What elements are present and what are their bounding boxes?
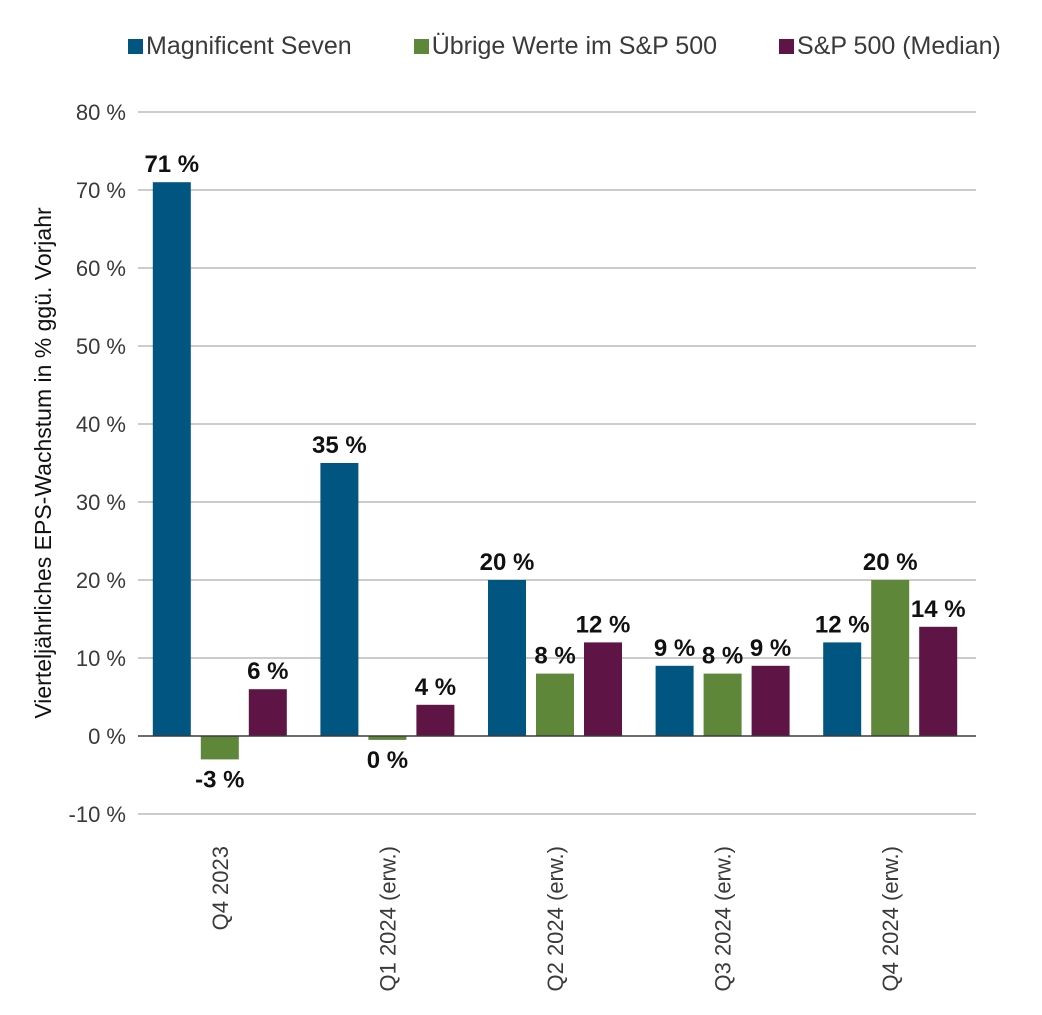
- bar: [536, 673, 574, 736]
- bar: [416, 704, 455, 736]
- data-label: 12 %: [576, 611, 631, 638]
- bar: [488, 580, 526, 736]
- data-label: 8 %: [702, 643, 743, 670]
- category-label: Q4 2024 (erw.): [878, 846, 903, 992]
- data-label: -3 %: [195, 766, 244, 793]
- y-tick-label: -10 %: [69, 802, 126, 827]
- y-tick-label: 20 %: [76, 568, 126, 593]
- y-tick-label: 40 %: [76, 412, 126, 437]
- data-label: 20 %: [863, 549, 918, 576]
- legend-swatch-uebrige-werte: [413, 39, 429, 54]
- data-label: 35 %: [312, 432, 367, 459]
- category-label: Q1 2024 (erw.): [375, 846, 400, 992]
- category-label: Q3 2024 (erw.): [711, 846, 736, 992]
- bar: [320, 463, 359, 736]
- bar: [200, 736, 239, 760]
- legend-label-uebrige-werte: Übrige Werte im S&P 500: [431, 32, 718, 60]
- y-tick-label: 0 %: [88, 724, 126, 749]
- data-label: 9 %: [654, 635, 695, 662]
- x-axis-categories: Q4 2023 Q1 2024 (erw.) Q2 2024 (erw.) Q3 20…: [208, 846, 903, 992]
- y-axis-ticks: 80 % 70 % 60 % 50 % 40 % 30 % 20 % 10 % 0 % -10 %: [69, 100, 126, 827]
- data-label: 14 %: [911, 596, 966, 623]
- legend-label-sp500-median: S&P 500 (Median): [797, 32, 1001, 60]
- bar: [368, 736, 407, 740]
- data-label: 12 %: [815, 611, 870, 638]
- data-label: 4 %: [415, 674, 456, 701]
- data-labels: 71 %-3 %6 %35 %0 %4 %20 %8 %12 %9 % 8 % 9 …: [144, 151, 965, 793]
- bar: [751, 665, 790, 736]
- legend-label-magnificent-seven: Magnificent Seven: [146, 32, 352, 60]
- legend-item-magnificent-seven: Magnificent Seven: [128, 32, 352, 61]
- bar: [655, 665, 694, 736]
- legend-item-uebrige-werte: Übrige Werte im S&P 500: [413, 32, 718, 61]
- data-label: 6 %: [247, 658, 288, 685]
- category-label: Q2 2024 (erw.): [543, 846, 568, 992]
- category-label: Q4 2023: [208, 846, 233, 930]
- bar: [871, 580, 910, 736]
- y-axis-label: Vierteljährliches EPS-Wachstum in % ggü.…: [30, 207, 56, 719]
- legend-item-sp500-median: S&P 500 (Median): [779, 32, 1001, 61]
- y-tick-label: 30 %: [76, 490, 126, 515]
- data-label: 0 %: [367, 747, 408, 774]
- bar: [248, 689, 287, 736]
- bar: [703, 673, 742, 736]
- y-tick-label: 70 %: [76, 178, 126, 203]
- bar: [584, 642, 622, 736]
- y-tick-label: 50 %: [76, 334, 126, 359]
- legend: Magnificent Seven Übrige Werte im S&P 50…: [128, 32, 1001, 61]
- data-label: 20 %: [480, 549, 535, 576]
- bar: [919, 626, 958, 736]
- legend-swatch-magnificent-seven: [128, 39, 143, 54]
- bar: [823, 642, 862, 736]
- bar: [152, 182, 191, 736]
- bars: [152, 182, 958, 760]
- y-tick-label: 60 %: [76, 256, 126, 281]
- data-label: 8 %: [534, 643, 575, 670]
- y-tick-label: 80 %: [76, 100, 126, 125]
- legend-swatch-sp500-median: [779, 39, 795, 54]
- y-tick-label: 10 %: [76, 646, 126, 671]
- data-label: 9 %: [750, 635, 791, 662]
- data-label: 71 %: [144, 151, 199, 178]
